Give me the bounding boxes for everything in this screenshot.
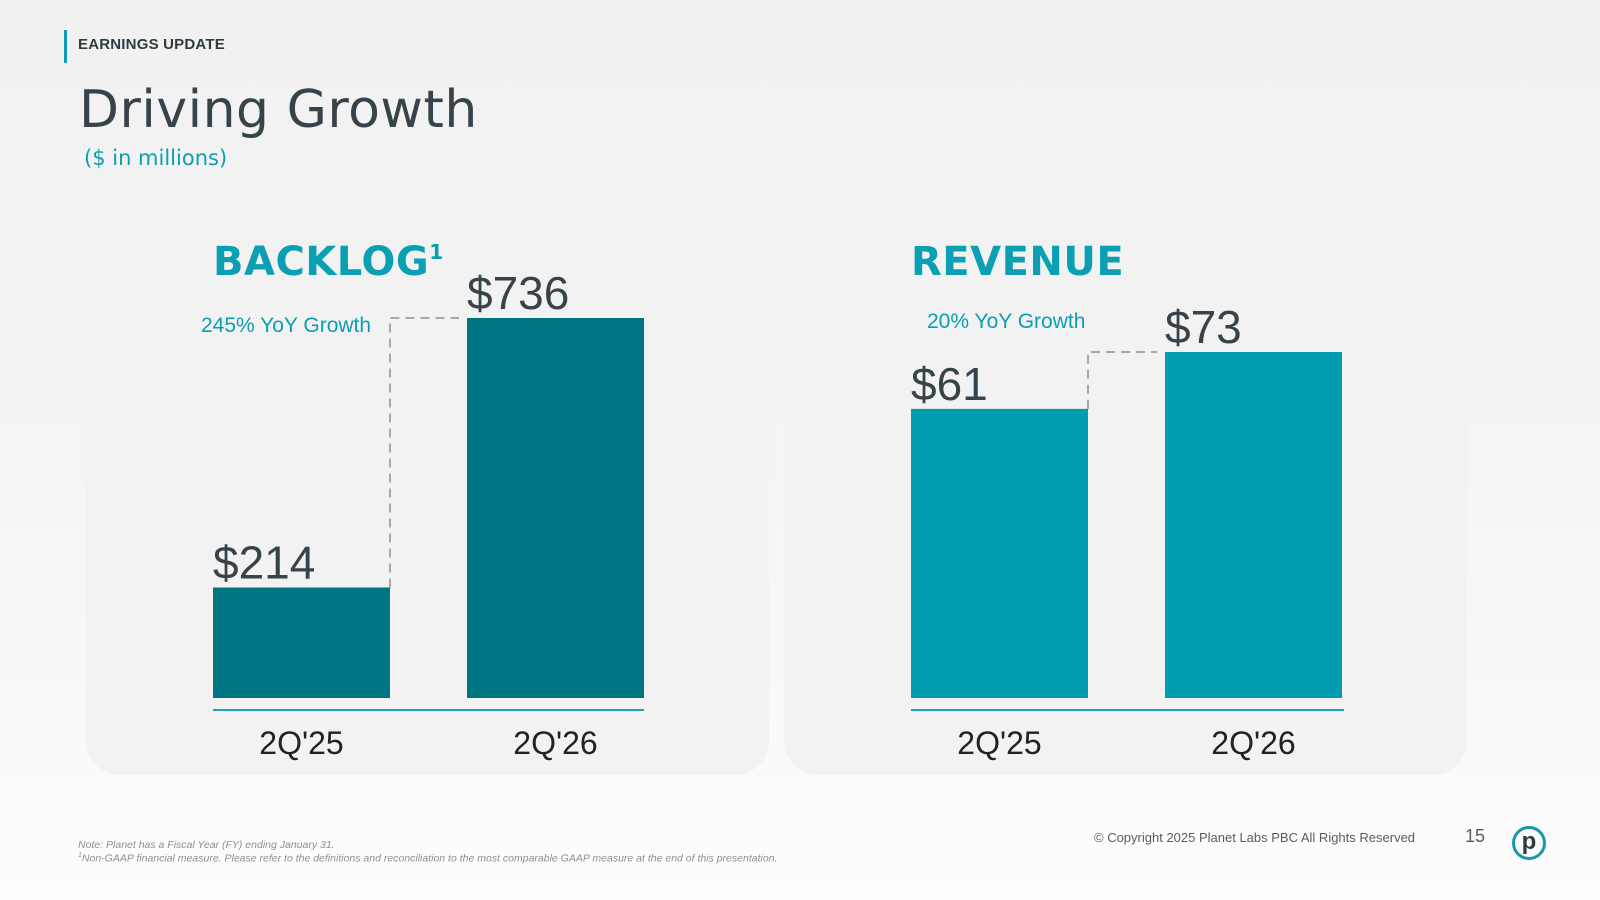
- revenue-value-label-1: $61: [911, 358, 988, 410]
- copyright-text: © Copyright 2025 Planet Labs PBC All Rig…: [1094, 830, 1416, 845]
- revenue-category-label-2: 2Q'26: [1211, 725, 1295, 761]
- backlog-category-label-2: 2Q'26: [513, 725, 597, 761]
- backlog-category-label-1: 2Q'25: [259, 725, 343, 761]
- section-label: EARNINGS UPDATE: [78, 36, 225, 53]
- revenue-growth-annotation: 20% YoY Growth: [927, 310, 1085, 333]
- non-gaap-footnote: 1Non-GAAP financial measure. Please refe…: [78, 852, 777, 865]
- footnote-text: Non-GAAP financial measure. Please refer…: [81, 852, 778, 865]
- revenue-bar-1: [911, 408, 1088, 698]
- revenue-card: [784, 205, 1467, 775]
- backlog-growth-annotation: 245% YoY Growth: [201, 314, 371, 337]
- section-accent-bar: [64, 30, 67, 63]
- revenue-growth-connector: [1087, 351, 1157, 409]
- backlog-value-label-2: $736: [467, 267, 569, 319]
- backlog-bar-1: [213, 587, 390, 698]
- page-number: 15: [1465, 826, 1486, 846]
- page-subtitle: ($ in millions): [84, 146, 228, 170]
- revenue-value-label-2: $73: [1165, 301, 1242, 353]
- footnote-marker: 1: [78, 852, 82, 859]
- revenue-bar-2: [1165, 352, 1342, 698]
- backlog-bar-2: [467, 318, 644, 698]
- backlog-card: [86, 205, 769, 775]
- backlog-value-label-1: $214: [213, 537, 315, 589]
- revenue-category-label-1: 2Q'25: [957, 725, 1041, 761]
- page-title: Driving Growth: [79, 80, 478, 140]
- backlog-growth-connector: [389, 317, 459, 588]
- backlog-title-superscript: 1: [429, 240, 443, 264]
- backlog-title: BACKLOG1: [213, 239, 444, 285]
- revenue-title: REVENUE: [911, 239, 1124, 285]
- planet-logo-icon: p: [1512, 826, 1546, 860]
- fiscal-year-note: Note: Planet has a Fiscal Year (FY) endi…: [78, 839, 335, 851]
